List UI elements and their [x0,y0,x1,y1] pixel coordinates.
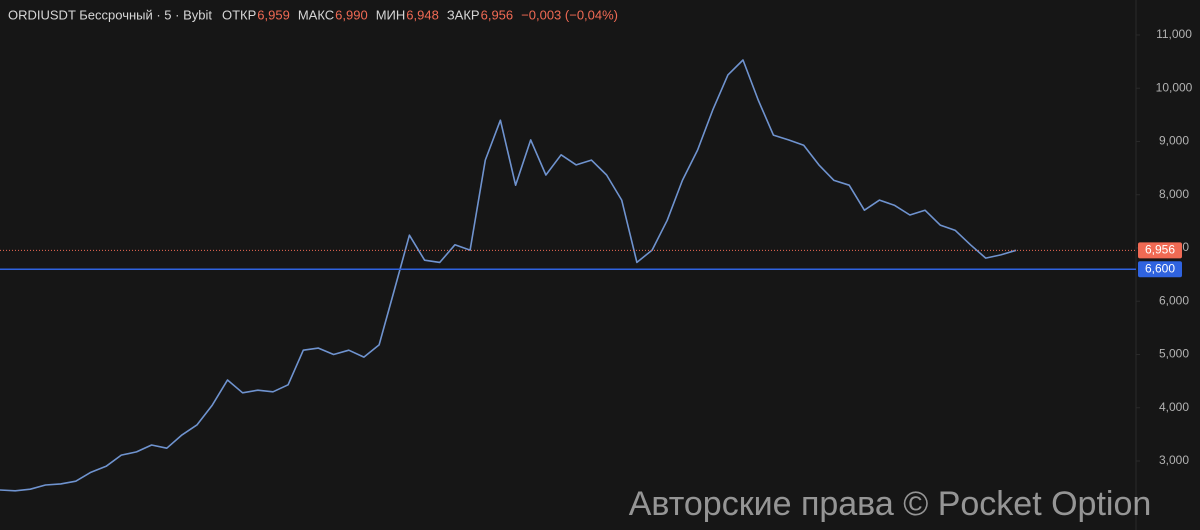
ohlc-value: 6,948 [406,7,439,22]
y-tick-label: 9,000 [1159,134,1189,148]
ohlc-value: 6,956 [481,7,514,22]
price-tag [1138,261,1182,278]
price-tag-label: 6,956 [1145,243,1175,257]
change: −0,003 (−0,04%) [521,7,618,22]
symbol: ORDIUSDT Бессрочный · 5 · Bybit [8,7,212,22]
header: ORDIUSDT Бессрочный · 5 · Bybit ОТКР 6,959… [8,7,618,22]
ohlc-label: МАКС [298,7,334,22]
ohlc-label: ОТКР [222,7,256,22]
watermark: Авторские права © Pocket Option [629,485,1152,523]
y-tick-label: 10,000 [1156,80,1193,94]
y-tick-label: 11,000 [1156,27,1192,41]
y-tick-label: 4,000 [1159,400,1189,414]
ohlc-label: ЗАКР [447,7,480,22]
price-tag [1138,242,1182,259]
y-tick-label: 8,000 [1159,187,1189,201]
ohlc-label: МИН [376,7,406,22]
ohlc-value: 6,959 [257,7,290,22]
price-line [0,59,1017,492]
y-tick-label: 3,000 [1159,453,1189,467]
ohlc-value: 6,990 [335,7,368,22]
price-tag-label: 6,600 [1145,261,1175,275]
y-tick-label: 6,000 [1159,293,1189,307]
y-tick-label: 5,000 [1159,347,1189,361]
